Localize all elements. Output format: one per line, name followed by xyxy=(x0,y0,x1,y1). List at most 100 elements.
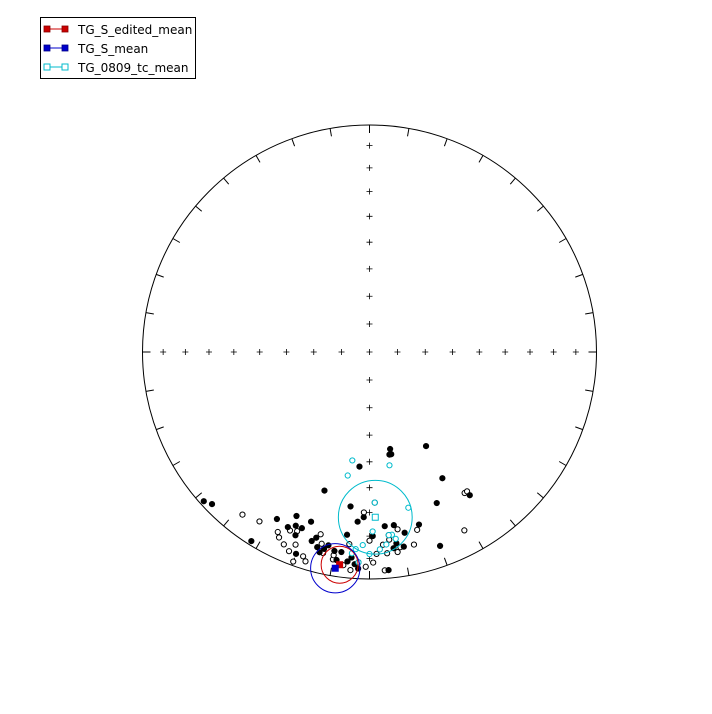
filled-circle-point xyxy=(292,532,299,539)
grid-cross xyxy=(366,188,373,195)
filled-circle-point xyxy=(200,498,207,505)
filled-circle-point xyxy=(307,518,315,525)
filled-circle-point xyxy=(422,443,430,450)
grid-cross xyxy=(230,349,237,355)
filled-circle-point xyxy=(439,475,446,482)
perimeter-tick xyxy=(407,128,410,137)
filled-circle-point xyxy=(400,543,407,550)
grid-cross xyxy=(366,404,373,411)
filled-circle-point xyxy=(344,558,351,565)
filled-circle-point xyxy=(415,521,423,528)
cyan-open-circle-point xyxy=(383,541,390,548)
mean-square-marker xyxy=(336,561,344,569)
open-circle-point xyxy=(256,518,263,525)
legend-label-tc-mean: TG_0809_tc_mean xyxy=(77,61,189,75)
grid-cross xyxy=(160,349,167,355)
legend-marker-red-square xyxy=(43,25,51,33)
filled-circle-point xyxy=(208,500,216,508)
perimeter-tick xyxy=(536,492,544,499)
open-circle-point xyxy=(347,567,354,574)
open-circle-point xyxy=(410,541,418,548)
grid-cross xyxy=(394,349,401,355)
filled-circle-point xyxy=(390,522,397,529)
stereonet-frame xyxy=(142,124,597,580)
data-marks xyxy=(200,443,473,594)
perimeter-tick xyxy=(509,177,516,185)
perimeter-tick xyxy=(329,128,332,137)
grid-cross xyxy=(256,349,263,355)
open-circle-point xyxy=(394,526,401,533)
grid-cross xyxy=(366,293,373,300)
filled-circle-point xyxy=(298,525,305,532)
filled-circle-point xyxy=(436,542,444,550)
cyan-open-circle-point xyxy=(369,528,376,535)
filled-circle-point xyxy=(343,531,351,538)
grid-cross xyxy=(283,349,290,355)
a95-confidence-circle xyxy=(310,543,361,594)
legend-marker-cyan-open-square xyxy=(43,63,51,71)
legend-marker-blue-square xyxy=(43,44,51,52)
filled-circle-point xyxy=(313,534,320,541)
legend-entry-edited-mean: TG_S_edited_mean xyxy=(43,23,192,37)
filled-circle-point xyxy=(248,538,255,545)
perimeter-tick xyxy=(558,238,567,243)
grid-cross xyxy=(182,349,189,355)
perimeter-tick xyxy=(575,426,583,431)
open-circle-point xyxy=(290,558,297,565)
open-circle-point xyxy=(300,553,307,560)
perimeter-tick xyxy=(478,541,484,549)
open-circle-point xyxy=(394,548,401,556)
cyan-open-circle-point xyxy=(349,457,356,464)
cyan-open-circle-point xyxy=(392,535,399,542)
perimeter-tick xyxy=(255,541,261,549)
cyan-open-circle-point xyxy=(371,499,378,506)
grid-cross xyxy=(422,349,429,355)
filled-circle-point xyxy=(388,451,395,458)
perimeter-tick xyxy=(145,312,154,315)
perimeter-tick xyxy=(223,177,230,185)
open-circle-point xyxy=(318,540,325,547)
perimeter-tick xyxy=(536,205,544,212)
grid-cross xyxy=(366,376,373,383)
filled-circle-point xyxy=(293,512,300,520)
mean-square-marker xyxy=(371,513,379,521)
cyan-open-circle-point xyxy=(359,541,366,549)
perimeter-tick xyxy=(172,461,181,466)
perimeter-tick xyxy=(156,426,164,431)
filled-circle-point xyxy=(433,499,440,507)
legend-label-s-mean: TG_S_mean xyxy=(77,42,148,56)
perimeter-tick xyxy=(407,567,410,576)
open-circle-point xyxy=(362,563,369,570)
grid-cross xyxy=(449,349,456,355)
filled-circle-point xyxy=(292,522,299,529)
open-circle-point xyxy=(275,534,283,541)
perimeter-tick xyxy=(558,461,567,466)
a95-confidence-circle xyxy=(320,545,359,584)
filled-circle-point xyxy=(284,523,291,531)
open-circle-point xyxy=(461,527,468,534)
grid-cross xyxy=(338,349,345,355)
mean-square-marker xyxy=(331,564,339,572)
grid-cross xyxy=(572,349,579,355)
grid-cross-center xyxy=(366,349,373,355)
grid-cross xyxy=(366,239,373,246)
perimeter-tick xyxy=(156,273,164,278)
open-circle-point xyxy=(292,541,299,548)
filled-circle-point xyxy=(308,537,315,545)
cyan-open-circle-point xyxy=(376,546,383,553)
grid-cross xyxy=(366,321,373,328)
filled-circle-point xyxy=(390,545,397,552)
legend-label-edited-mean: TG_S_edited_mean xyxy=(77,23,192,37)
grid-cross xyxy=(527,349,534,355)
perimeter-tick xyxy=(509,519,516,527)
perimeter-tick xyxy=(329,567,332,576)
legend-marker-blue-square xyxy=(61,44,69,52)
filled-circle-point xyxy=(360,514,367,521)
filled-circle-point xyxy=(273,515,281,523)
open-circle-point xyxy=(302,558,309,565)
grid-cross xyxy=(366,509,373,516)
perimeter-tick xyxy=(291,138,296,147)
grid-cross xyxy=(366,142,373,149)
grid-cross xyxy=(476,349,483,355)
filled-circle-point xyxy=(466,492,473,499)
